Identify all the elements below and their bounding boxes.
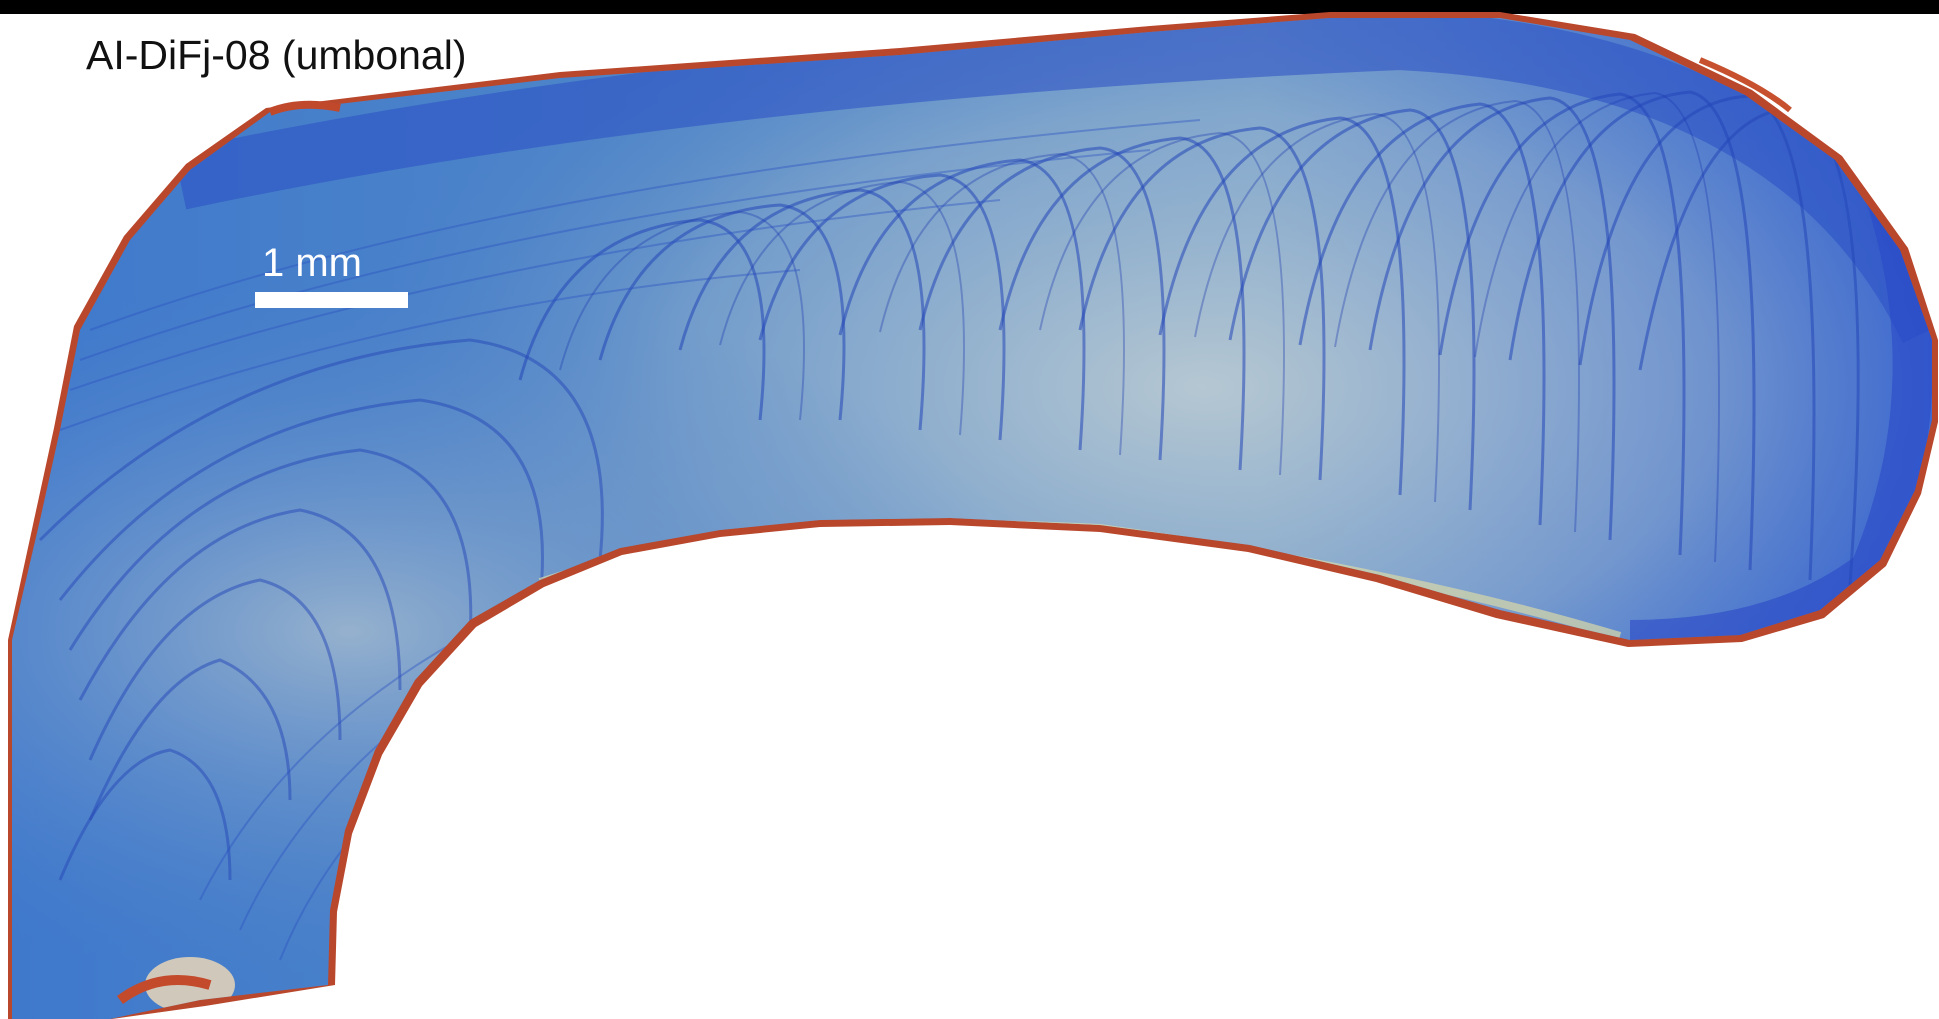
specimen-label: AI-DiFj-08 (umbonal): [86, 32, 467, 78]
top-border-bar: [0, 0, 1939, 14]
scale-bar: [255, 292, 408, 308]
scale-bar-label: 1 mm: [262, 241, 362, 285]
